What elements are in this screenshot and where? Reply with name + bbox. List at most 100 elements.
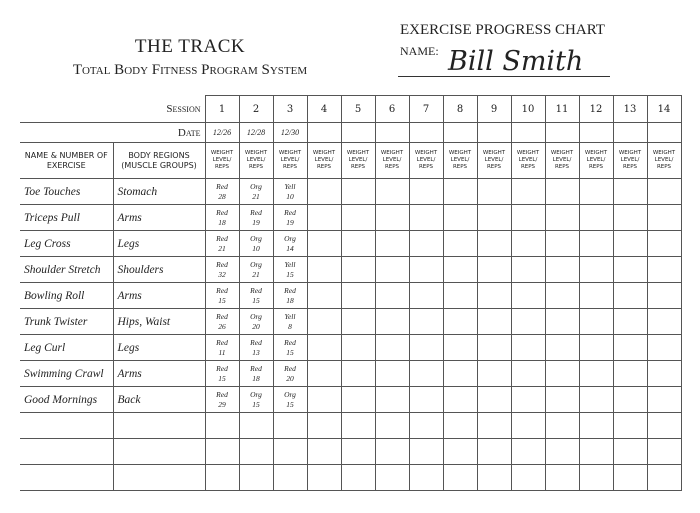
blank-cell	[408, 412, 444, 439]
entry-level: Red	[284, 337, 296, 347]
entry-level: Red	[250, 363, 262, 373]
entry-cell	[646, 178, 682, 205]
entry-reps: 21	[252, 269, 260, 279]
blank-cell	[374, 438, 410, 465]
entry-cell: Red 18	[204, 204, 240, 231]
name-underline	[398, 76, 610, 77]
blank-cell	[544, 438, 580, 465]
chart-title: EXERCISE PROGRESS CHART	[400, 22, 605, 38]
entry-reps: 18	[218, 217, 226, 227]
blank-cell	[374, 412, 410, 439]
entry-cell	[578, 230, 614, 257]
entry-cell: Org 14	[272, 230, 308, 257]
exercise-name: Leg Cross	[20, 230, 114, 257]
entry-level: Red	[216, 285, 228, 295]
entry-cell	[544, 334, 580, 361]
entry-cell: Red 28	[204, 178, 240, 205]
entry-cell: Yell 8	[272, 308, 308, 335]
blank-cell	[20, 464, 114, 491]
entry-cell: Red 15	[272, 334, 308, 361]
body-region: Shoulders	[112, 256, 206, 283]
entry-cell	[306, 360, 342, 387]
date: 12/26	[204, 122, 240, 143]
entry-cell	[612, 204, 648, 231]
entry-cell	[340, 386, 376, 413]
entry-cell	[374, 178, 410, 205]
entry-level: Yell	[284, 259, 296, 269]
entry-level: Red	[216, 181, 228, 191]
entry-cell: Yell 10	[272, 178, 308, 205]
entry-cell	[374, 334, 410, 361]
date	[374, 122, 410, 143]
entry-reps: 15	[286, 399, 294, 409]
entry-level: Org	[250, 233, 262, 243]
blank-cell	[510, 464, 546, 491]
exercise-name: Good Mornings	[20, 386, 114, 413]
blank-cell	[646, 438, 682, 465]
col-session: WEIGHT LEVEL/ REPS	[442, 142, 478, 179]
entry-cell: Org 21	[238, 256, 274, 283]
entry-cell	[544, 230, 580, 257]
entry-cell	[646, 386, 682, 413]
date	[510, 122, 546, 143]
date	[646, 122, 682, 143]
entry-cell	[476, 334, 512, 361]
entry-cell	[442, 256, 478, 283]
entry-level: Red	[216, 311, 228, 321]
session-number: 4	[306, 95, 342, 123]
blank-cell	[476, 412, 512, 439]
header-row: NAME & NUMBER OF EXERCISE BODY REGIONS (M…	[20, 142, 682, 179]
exercise-row: Toe Touches Stomach Red 28 Org 21 Yell 10	[20, 178, 682, 205]
blank-row	[20, 438, 682, 465]
entry-cell	[442, 386, 478, 413]
entry-cell: Red 19	[272, 204, 308, 231]
entry-level: Red	[216, 363, 228, 373]
exercise-row: Bowling Roll Arms Red 15 Red 15 Red 18	[20, 282, 682, 309]
blank-cell	[578, 464, 614, 491]
entry-cell	[374, 256, 410, 283]
entry-cell	[510, 256, 546, 283]
body-region: Arms	[112, 282, 206, 309]
entry-level: Red	[216, 233, 228, 243]
blank-row	[20, 412, 682, 439]
entry-level: Org	[250, 259, 262, 269]
entry-level: Red	[284, 285, 296, 295]
exercise-row: Trunk Twister Hips, Waist Red 26 Org 20 Yell 8	[20, 308, 682, 335]
blank-cell	[238, 438, 274, 465]
entry-cell	[442, 178, 478, 205]
entry-cell: Org 20	[238, 308, 274, 335]
entry-cell	[374, 230, 410, 257]
entry-cell	[340, 282, 376, 309]
blank-cell	[442, 438, 478, 465]
entry-level: Org	[250, 181, 262, 191]
exercise-row: Swimming Crawl Arms Red 15 Red 18 Red 20	[20, 360, 682, 387]
date: 12/28	[238, 122, 274, 143]
entry-reps: 15	[252, 295, 260, 305]
blank-cell	[510, 438, 546, 465]
entry-cell	[476, 230, 512, 257]
entry-cell	[306, 256, 342, 283]
blank-cell	[340, 438, 376, 465]
entry-reps: 15	[286, 269, 294, 279]
blank-cell	[238, 464, 274, 491]
session-number: 10	[510, 95, 546, 123]
date	[612, 122, 648, 143]
entry-cell	[612, 282, 648, 309]
entry-cell	[612, 360, 648, 387]
exercise-name: Triceps Pull	[20, 204, 114, 231]
entry-reps: 8	[288, 321, 292, 331]
blank-cell	[340, 464, 376, 491]
exercise-name: Toe Touches	[20, 178, 114, 205]
entry-cell	[340, 308, 376, 335]
entry-cell	[510, 334, 546, 361]
entry-cell	[408, 334, 444, 361]
entry-cell	[544, 360, 580, 387]
exercise-name: Trunk Twister	[20, 308, 114, 335]
entry-reps: 29	[218, 399, 226, 409]
entry-cell	[476, 308, 512, 335]
session-number: 11	[544, 95, 580, 123]
entry-cell	[442, 204, 478, 231]
blank-cell	[112, 412, 206, 439]
entry-level: Org	[284, 389, 296, 399]
name-label: NAME:	[400, 44, 439, 58]
